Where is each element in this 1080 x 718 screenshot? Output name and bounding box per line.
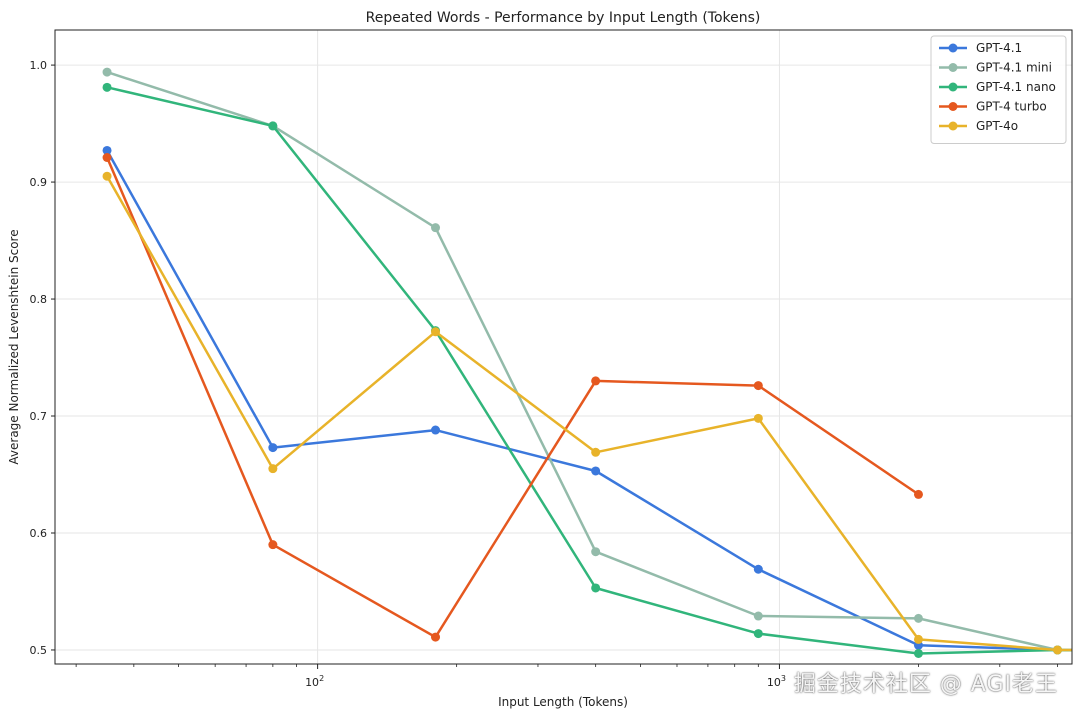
chart-title: Repeated Words - Performance by Input Le… [366,10,761,26]
data-point-gpt-4o [431,327,441,337]
legend-label: GPT-4o [976,119,1018,133]
data-point-gpt-4-1 [102,145,112,155]
series-line-gpt-4-1 [106,149,1072,652]
data-point-gpt-4o [268,464,278,474]
x-tick-label: 103 [767,674,786,689]
data-point-gpt-4-1 [268,443,278,453]
legend-marker [948,63,958,72]
data-point-gpt-4o [1052,645,1062,655]
grid [55,30,1072,664]
data-point-gpt-4-turbo [913,489,923,499]
axes-frame [54,29,1073,665]
data-point-gpt-4-turbo [591,376,601,386]
data-point-gpt-4o [591,447,601,457]
series-line-gpt-4-1-mini [106,70,1072,652]
y-tick-label: 1.0 [30,59,48,72]
legend-label: GPT-4.1 mini [976,61,1052,75]
data-point-gpt-4-1 [753,564,763,574]
legend: GPT-4.1 GPT-4.1 mini GPT-4.1 nano GPT-4 tur… [930,35,1067,144]
x-tick-label: 102 [305,674,324,689]
data-point-gpt-4-1 [591,466,601,476]
data-point-gpt-4o [102,171,112,181]
legend-marker [948,102,958,111]
legend-marker [948,121,958,131]
data-point-gpt-4-1-mini [431,223,441,233]
y-tick-label: 0.9 [30,176,48,189]
data-point-gpt-4-turbo [102,153,112,163]
y-tick-label: 0.7 [30,410,48,423]
legend-label: GPT-4 turbo [976,100,1047,114]
y-tick-label: 0.6 [30,527,48,540]
data-point-gpt-4o [753,413,763,423]
y-tick-label: 0.8 [30,293,48,306]
legend-label: GPT-4.1 [976,41,1022,55]
data-point-gpt-4-1-nano [753,629,763,639]
data-point-gpt-4o [913,634,923,644]
data-point-gpt-4-1-mini [753,611,763,621]
data-point-gpt-4-1 [431,425,441,435]
series-layer [102,67,1072,658]
legend-marker [948,43,958,53]
y-axis-label: Average Normalized Levenshtein Score [7,229,21,464]
series-line-gpt-4-1-nano [106,86,1072,655]
series-line-gpt-4-turbo [105,157,920,639]
data-point-gpt-4-turbo [431,632,441,642]
watermark: 掘金技术社区 @ AGI老王 [793,672,1058,697]
y-tick-label: 0.5 [30,644,48,657]
legend-box [930,35,1067,144]
data-point-gpt-4-turbo [268,540,278,550]
data-point-gpt-4-1-nano [268,121,278,131]
legend-marker [948,82,958,92]
data-point-gpt-4-1-nano [913,648,923,658]
data-point-gpt-4-1-nano [102,82,112,92]
data-point-gpt-4-1-mini [591,547,601,557]
series-line-gpt-4o [106,175,1072,652]
axis-ticks: 0.5 0.6 0.7 0.8 0.9 1.0 102 103 [30,59,1058,689]
data-point-gpt-4-1-mini [102,67,112,77]
legend-label: GPT-4.1 nano [976,80,1056,94]
data-point-gpt-4-1-nano [591,583,601,593]
data-point-gpt-4-1-mini [913,613,923,623]
x-axis-label: Input Length (Tokens) [498,695,628,709]
data-point-gpt-4-turbo [753,381,763,391]
plot-area [102,67,1072,658]
